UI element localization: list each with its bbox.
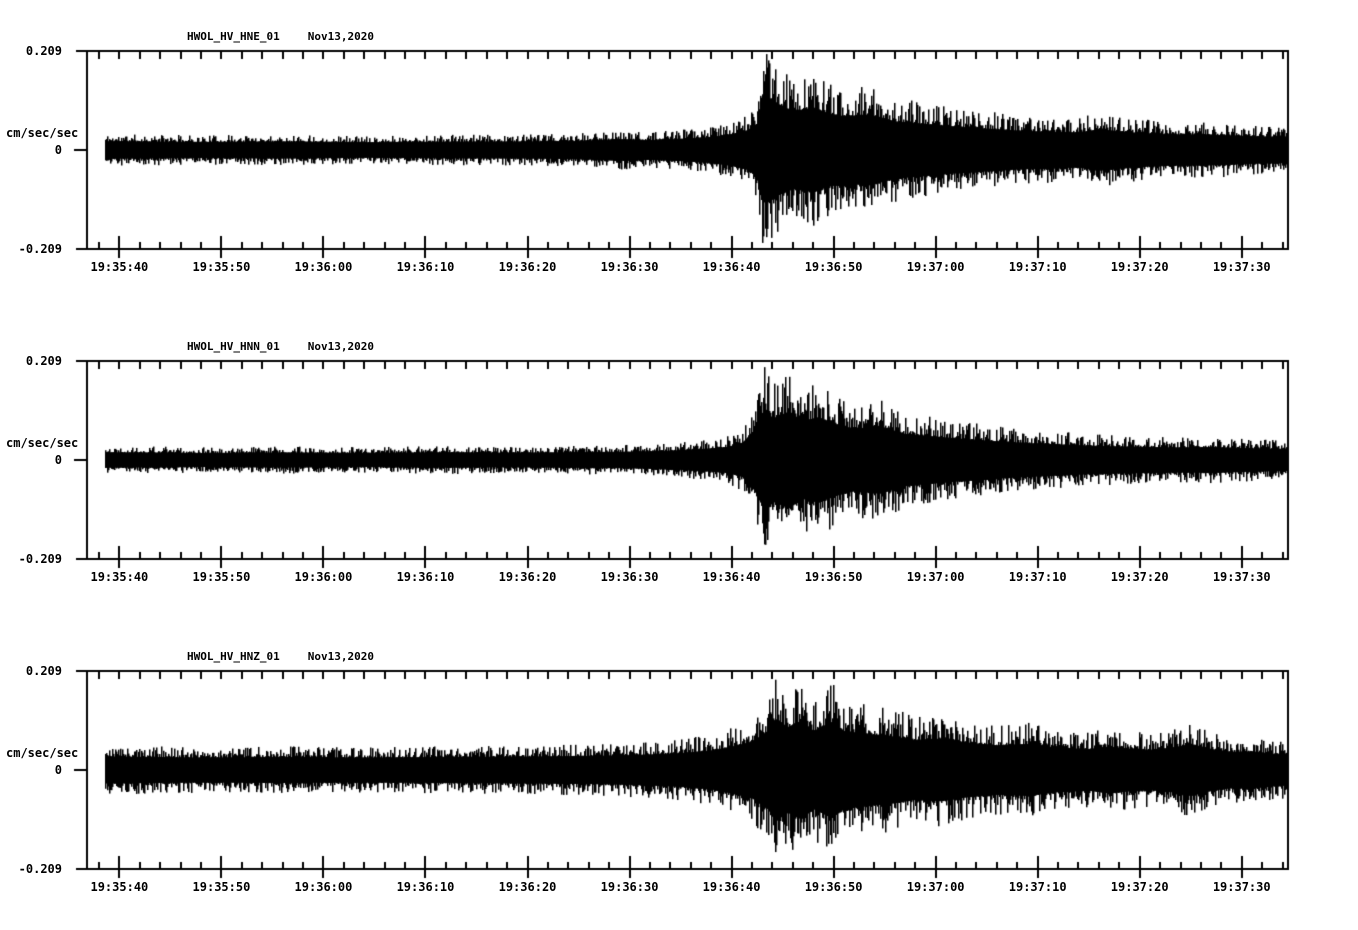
time-tick-label: 19:36:30 bbox=[600, 260, 659, 274]
amplitude-zero-label: 0 bbox=[54, 763, 62, 777]
amplitude-min-label: -0.209 bbox=[18, 552, 62, 566]
time-tick-label: 19:36:40 bbox=[702, 260, 761, 274]
time-tick-label: 19:37:20 bbox=[1110, 570, 1169, 584]
time-tick-label: 19:36:00 bbox=[294, 880, 353, 894]
time-axis-labels: 19:35:40 19:35:50 19:36:00 19:36:10 19:36:20… bbox=[0, 0, 1358, 310]
time-tick-label: 19:36:20 bbox=[498, 880, 557, 894]
time-tick-label: 19:36:10 bbox=[396, 880, 455, 894]
time-tick-label: 19:37:30 bbox=[1212, 260, 1271, 274]
time-tick-label: 19:36:30 bbox=[600, 570, 659, 584]
amplitude-min-label: -0.209 bbox=[18, 862, 62, 876]
amplitude-max-label: 0.209 bbox=[25, 354, 62, 368]
time-tick-label: 19:36:00 bbox=[294, 570, 353, 584]
amplitude-min-label: -0.209 bbox=[18, 242, 62, 256]
amplitude-max-label: 0.209 bbox=[25, 44, 62, 58]
amplitude-zero-label: 0 bbox=[54, 143, 62, 157]
time-tick-label: 19:36:30 bbox=[600, 880, 659, 894]
date-label: Nov13,2020 bbox=[307, 340, 374, 353]
time-tick-label: 19:36:20 bbox=[498, 570, 557, 584]
seismogram-panel-hnz: HWOL_HV_HNZ_01 Nov13,2020 0.209 cm/sec/se… bbox=[0, 620, 1358, 930]
seismogram-panel-hne: HWOL_HV_HNE_01 Nov13,2020 0.209 cm/sec/se… bbox=[0, 0, 1358, 310]
time-tick-label: 19:37:10 bbox=[1008, 260, 1067, 274]
amplitude-units-label: cm/sec/sec bbox=[6, 126, 79, 140]
seismogram-panel-hnn: HWOL_HV_HNN_01 Nov13,2020 0.209 cm/sec/se… bbox=[0, 310, 1358, 620]
station-channel-label: HWOL_HV_HNZ_01 bbox=[187, 650, 280, 663]
amplitude-units-label: cm/sec/sec bbox=[6, 746, 79, 760]
amplitude-units-label: cm/sec/sec bbox=[6, 436, 79, 450]
time-tick-label: 19:37:20 bbox=[1110, 260, 1169, 274]
time-tick-label: 19:36:50 bbox=[804, 880, 863, 894]
panel-title: HWOL_HV_HNN_01 Nov13,2020 bbox=[187, 340, 374, 353]
waveform-canvas-hnn bbox=[0, 310, 1358, 620]
time-tick-label: 19:36:00 bbox=[294, 260, 353, 274]
time-tick-label: 19:36:50 bbox=[804, 260, 863, 274]
station-channel-label: HWOL_HV_HNN_01 bbox=[187, 340, 280, 353]
waveform-canvas-hnz bbox=[0, 620, 1358, 924]
time-axis-labels: 19:35:40 19:35:50 19:36:00 19:36:10 19:36:20… bbox=[0, 310, 1358, 620]
time-tick-label: 19:37:10 bbox=[1008, 570, 1067, 584]
time-tick-label: 19:37:10 bbox=[1008, 880, 1067, 894]
panel-title: HWOL_HV_HNZ_01 Nov13,2020 bbox=[187, 650, 374, 663]
station-channel-label: HWOL_HV_HNE_01 bbox=[187, 30, 280, 43]
time-tick-label: 19:35:50 bbox=[192, 880, 251, 894]
time-tick-label: 19:35:40 bbox=[90, 880, 149, 894]
time-tick-label: 19:36:50 bbox=[804, 570, 863, 584]
time-axis-labels: 19:35:40 19:35:50 19:36:00 19:36:10 19:36:20… bbox=[0, 620, 1358, 930]
time-tick-label: 19:37:30 bbox=[1212, 570, 1271, 584]
time-tick-label: 19:36:40 bbox=[702, 570, 761, 584]
time-tick-label: 19:37:30 bbox=[1212, 880, 1271, 894]
time-tick-label: 19:37:00 bbox=[906, 880, 965, 894]
time-tick-label: 19:36:10 bbox=[396, 570, 455, 584]
amplitude-zero-label: 0 bbox=[54, 453, 62, 467]
time-tick-label: 19:35:40 bbox=[90, 260, 149, 274]
time-tick-label: 19:37:20 bbox=[1110, 880, 1169, 894]
date-label: Nov13,2020 bbox=[307, 30, 374, 43]
time-tick-label: 19:36:20 bbox=[498, 260, 557, 274]
time-tick-label: 19:35:50 bbox=[192, 570, 251, 584]
time-tick-label: 19:37:00 bbox=[906, 260, 965, 274]
date-label: Nov13,2020 bbox=[307, 650, 374, 663]
time-tick-label: 19:35:50 bbox=[192, 260, 251, 274]
panel-title: HWOL_HV_HNE_01 Nov13,2020 bbox=[187, 30, 374, 43]
amplitude-max-label: 0.209 bbox=[25, 664, 62, 678]
time-tick-label: 19:35:40 bbox=[90, 570, 149, 584]
time-tick-label: 19:36:10 bbox=[396, 260, 455, 274]
time-tick-label: 19:36:40 bbox=[702, 880, 761, 894]
waveform-canvas-hne bbox=[0, 0, 1358, 310]
time-tick-label: 19:37:00 bbox=[906, 570, 965, 584]
